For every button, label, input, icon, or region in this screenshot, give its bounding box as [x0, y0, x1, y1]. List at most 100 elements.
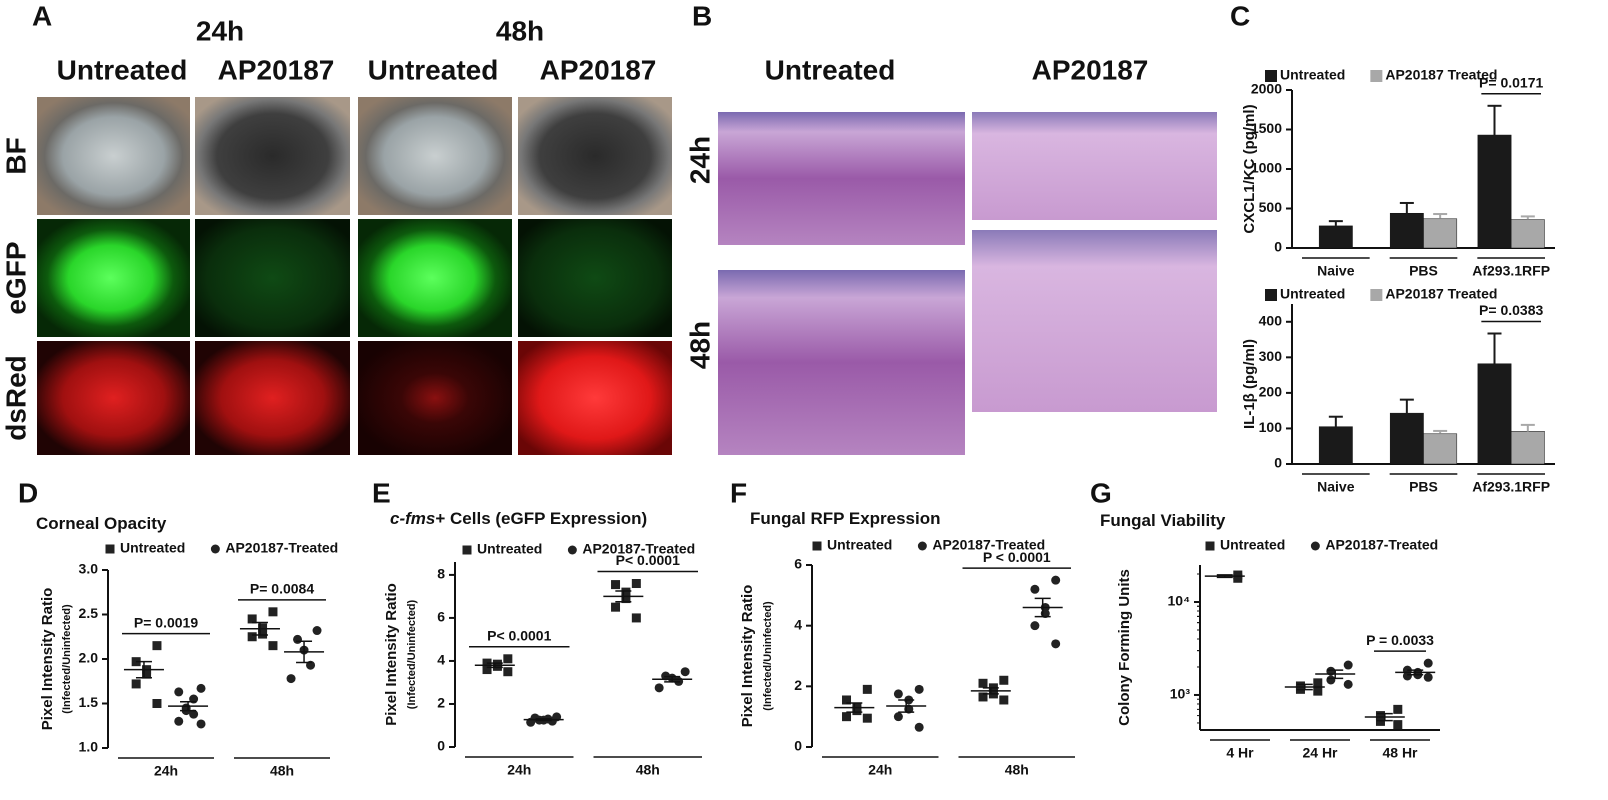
legend-label: AP20187-Treated	[225, 540, 338, 556]
data-point	[978, 678, 988, 688]
data-point	[621, 594, 631, 604]
data-point	[893, 689, 903, 699]
data-point	[621, 587, 631, 597]
column-label: AP20187	[540, 54, 657, 85]
data-point	[196, 719, 206, 729]
photo	[37, 219, 190, 337]
x-tick-label: 48h	[1005, 762, 1029, 778]
column-label: Untreated	[368, 54, 499, 85]
photo	[195, 341, 350, 455]
data-point	[917, 541, 927, 551]
data-point	[999, 675, 1009, 685]
column-label: AP20187	[1032, 54, 1149, 85]
y-tick-label: 8	[437, 566, 445, 582]
y-tick-label: 500	[1259, 199, 1283, 215]
y-tick-label: 0	[1274, 239, 1282, 255]
data-point	[189, 709, 199, 719]
photo	[37, 341, 190, 455]
data-point	[268, 641, 278, 651]
y-axis-label: Pixel Intensity Ratio	[383, 583, 400, 726]
panel-label: A	[32, 0, 52, 31]
data-point	[1375, 716, 1385, 726]
data-point	[1051, 639, 1061, 649]
chart-title: Fungal RFP Expression	[750, 509, 941, 528]
y-tick-label: 1.5	[79, 694, 99, 710]
row-label: dsRed	[0, 355, 31, 441]
y-tick-label: 1500	[1251, 120, 1282, 136]
title-text: Fungal Viability	[1100, 511, 1226, 530]
y-tick-label: 0	[794, 738, 802, 754]
legend-label: AP20187-Treated	[1325, 537, 1438, 553]
data-point	[492, 661, 502, 671]
y-tick-label: 0	[1274, 455, 1282, 471]
legend-swatch	[1265, 70, 1277, 82]
x-tick-label: PBS	[1409, 479, 1438, 495]
y-tick-label: 0	[437, 738, 445, 754]
y-tick-label: 200	[1259, 384, 1283, 400]
y-tick-label: 1000	[1251, 160, 1282, 176]
data-point	[258, 629, 268, 639]
data-point	[142, 669, 152, 679]
data-point	[503, 654, 513, 664]
data-point	[812, 541, 822, 551]
y-tick-label: 2	[794, 677, 802, 693]
photo	[358, 219, 512, 337]
panel-label: G	[1090, 477, 1112, 508]
data-point	[567, 545, 577, 555]
y-axis-label: Colony Forming Units	[1116, 569, 1133, 726]
column-label: Untreated	[57, 54, 188, 85]
data-point	[312, 626, 322, 636]
bar	[1318, 426, 1353, 465]
chart: 0 500 1000 1500 2000 CXCL1/KC (pg/ml) Untreate…	[1241, 67, 1555, 279]
data-point	[152, 641, 162, 651]
data-point	[999, 695, 1009, 705]
data-point	[1310, 541, 1320, 551]
data-point	[852, 706, 862, 716]
y-tick-label: 10⁴	[1168, 593, 1191, 609]
bar	[1510, 219, 1545, 249]
y-tick-label: 4	[794, 616, 802, 632]
legend-label: AP20187 Treated	[1385, 286, 1497, 302]
x-tick-label: Naive	[1317, 479, 1355, 495]
data-point	[482, 665, 492, 675]
photo	[195, 219, 350, 337]
data-point	[210, 544, 220, 554]
title-text: + Cells (eGFP Expression)	[435, 509, 647, 528]
data-point	[1313, 686, 1323, 696]
panel-label: B	[692, 0, 712, 31]
p-value: P= 0.0084	[250, 581, 314, 597]
p-value: P < 0.0001	[983, 549, 1051, 565]
x-tick-label: 24h	[154, 763, 178, 779]
data-point	[631, 613, 641, 623]
y-tick-label: 2	[437, 695, 445, 711]
timepoint-label: 48h	[496, 15, 544, 46]
y-axis-label: IL-1β (pg/ml)	[1241, 339, 1258, 429]
bar	[1423, 218, 1458, 249]
data-point	[1393, 720, 1403, 730]
data-point	[842, 695, 852, 705]
data-point	[1030, 584, 1040, 594]
chart-title: c-fms+ Cells (eGFP Expression)	[390, 509, 647, 528]
x-tick-label: 4 Hr	[1226, 745, 1254, 761]
histology-image	[972, 230, 1217, 412]
panel-label: C	[1230, 0, 1250, 31]
histology-image	[718, 112, 965, 245]
p-value: P= 0.0171	[1479, 75, 1543, 91]
legend-label: Untreated	[1280, 286, 1345, 302]
y-tick-label: 6	[794, 556, 802, 572]
data-point	[631, 579, 641, 589]
panel-label: E	[372, 477, 391, 508]
photo	[518, 341, 672, 455]
x-tick-label: 48h	[270, 763, 294, 779]
histology-image	[972, 112, 1217, 220]
row-label: BF	[0, 137, 31, 174]
y-tick-label: 300	[1259, 348, 1283, 364]
row-label: 48h	[684, 321, 715, 369]
row-label: eGFP	[0, 241, 31, 314]
x-tick-label: 48h	[636, 762, 660, 778]
legend-label: Untreated	[827, 537, 892, 553]
legend-swatch	[1370, 70, 1383, 82]
data-point	[914, 722, 924, 732]
photo	[358, 97, 512, 215]
